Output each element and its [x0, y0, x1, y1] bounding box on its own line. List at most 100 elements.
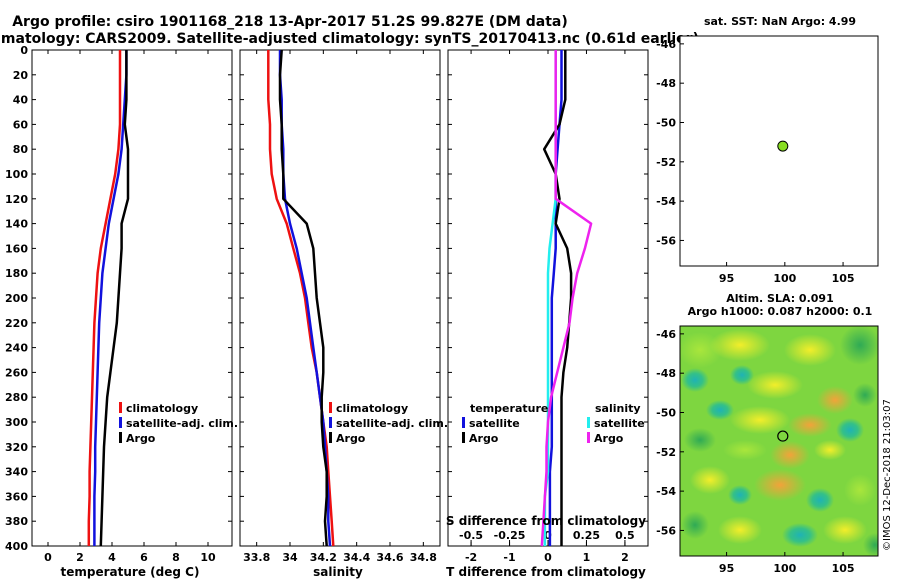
profile-line-satellite-adj-clim-: [93, 50, 128, 546]
x-tick-label: -1: [503, 551, 515, 564]
difference-legend: temperature satellite Argo salinity sate…: [462, 402, 645, 445]
legend-swatch-argo: [119, 432, 122, 443]
difference-x-axis: -2 -1 0 1 2 -0.5 -0.25 0 0.25 0.5: [459, 50, 635, 564]
map-x-tick-label: 95: [719, 272, 734, 285]
depth-tick-label: 0: [20, 44, 28, 57]
x-tick-label: 34: [282, 551, 298, 564]
argo-position-ring: [777, 430, 789, 442]
sla-map-frame: [679, 325, 879, 557]
legend-label-temperature-argo: Argo: [469, 432, 499, 445]
profile-line-argo: [99, 50, 130, 547]
depth-tick-label: 300: [5, 416, 28, 429]
legend-title-temperature: temperature: [470, 402, 548, 415]
map-y-tick-label: -46: [656, 38, 676, 51]
x-tick-label: 1: [583, 551, 591, 564]
depth-tick-label: 40: [13, 94, 29, 107]
legend-swatch-satellite: [119, 417, 122, 428]
legend-swatch-salinity-argo: [587, 432, 590, 443]
map-y-tick-label: -54: [656, 195, 676, 208]
s-diff-tick-label: -0.5: [459, 529, 483, 542]
map-y-tick-label: -52: [656, 156, 676, 169]
depth-tick-label: 340: [5, 466, 28, 479]
legend-label-satellite: satellite-adj. clim.: [126, 417, 238, 430]
depth-tick-label: 100: [5, 168, 28, 181]
legend-swatch-temperature-satellite: [462, 417, 465, 428]
depth-axis: 0 20 40 60 80 100 120 140 160 180 200 220 240 260 280 3…: [5, 44, 648, 553]
legend-label-climatology: climatology: [126, 402, 198, 415]
x-tick-label: 34.4: [343, 551, 370, 564]
depth-tick-label: 280: [5, 391, 28, 404]
legend-label-satellite: satellite-adj. clim.: [336, 417, 448, 430]
depth-tick-label: 20: [13, 69, 29, 82]
legend-swatch-temperature-argo: [462, 432, 465, 443]
salinity-legend: climatology satellite-adj. clim. Argo: [329, 402, 448, 445]
legend-swatch-satellite: [329, 417, 332, 428]
map-x-tick-label: 100: [773, 562, 796, 575]
depth-tick-label: 180: [5, 267, 28, 280]
figure-title-line1: Argo profile: csiro 1901168_218 13-Apr-2…: [12, 14, 568, 30]
map-x-tick-label: 95: [719, 562, 734, 575]
x-tick-label: 4: [108, 551, 116, 564]
depth-tick-label: 140: [5, 218, 28, 231]
imos-credit: ©IMOS 12-Dec-2018 21:03:07: [882, 399, 893, 551]
profile-line-temperature-argo: [542, 50, 573, 546]
salinity-x-label: salinity: [313, 565, 363, 579]
legend-label-salinity-satellite: satellite: [594, 417, 645, 430]
temperature-legend: climatology satellite-adj. clim. Argo: [119, 402, 238, 445]
x-tick-label: 6: [140, 551, 148, 564]
legend-swatch-climatology: [329, 402, 332, 413]
salinity-profiles: [267, 49, 335, 547]
map-y-tick-label: -50: [656, 406, 676, 419]
x-tick-label: 2: [621, 551, 629, 564]
legend-label-climatology: climatology: [336, 402, 408, 415]
legend-label-argo: Argo: [336, 432, 366, 445]
sla-heatmap: [680, 326, 878, 556]
temperature-x-axis: 0 2 4 6 8 10: [44, 50, 216, 564]
s-diff-tick-label: 0.5: [615, 529, 635, 542]
salinity-panel: 33.8 34 34.2 34.4 34.6 34.8 salinity climatol…: [239, 49, 448, 579]
depth-tick-label: 400: [5, 540, 28, 553]
s-diff-tick-label: 0: [544, 529, 552, 542]
t-difference-x-label: T difference from climatology: [446, 565, 646, 579]
legend-swatch-salinity-satellite: [587, 417, 590, 428]
x-tick-label: 0: [44, 551, 52, 564]
depth-tick-label: 260: [5, 366, 28, 379]
argo-position-marker: [777, 140, 789, 152]
x-tick-label: 34.2: [310, 551, 337, 564]
legend-swatch-climatology: [119, 402, 122, 413]
legend-label-argo: Argo: [126, 432, 156, 445]
depth-tick-label: 200: [5, 292, 28, 305]
temperature-x-label: temperature (deg C): [61, 565, 200, 579]
x-tick-label: 2: [76, 551, 84, 564]
map-y-tick-label: -54: [656, 485, 676, 498]
map-x-tick-label: 105: [832, 272, 855, 285]
temperature-plot-frame: [31, 49, 233, 547]
profile-line-temperature-satellite: [548, 50, 563, 546]
map-x-tick-label: 105: [832, 562, 855, 575]
sst-map-axes: 95 100 105 -46 -48 -50 -52 -54 -56: [656, 38, 854, 285]
sla-map-title-line2: Argo h1000: 0.087 h2000: 0.1: [688, 305, 873, 318]
depth-tick-label: 80: [13, 143, 29, 156]
s-diff-tick-label: 0.25: [573, 529, 600, 542]
map-y-tick-label: -46: [656, 328, 676, 341]
x-tick-label: 34.6: [376, 551, 403, 564]
sst-map-title: sat. SST: NaN Argo: 4.99: [704, 15, 856, 28]
depth-tick-label: 60: [13, 118, 29, 131]
x-tick-label: 8: [172, 551, 180, 564]
legend-label-salinity-argo: Argo: [594, 432, 624, 445]
legend-swatch-argo: [329, 432, 332, 443]
difference-panel: -2 -1 0 1 2 -0.5 -0.25 0 0.25 0.5 T difference fr…: [446, 49, 649, 579]
profile-line-climatology: [267, 50, 335, 547]
s-difference-x-label: S difference from climatology: [446, 514, 646, 528]
profile-line-salinity-argo: [540, 50, 593, 547]
s-diff-tick-label: -0.25: [494, 529, 526, 542]
depth-tick-label: 240: [5, 342, 28, 355]
x-tick-label: -2: [465, 551, 477, 564]
map-y-tick-label: -56: [656, 234, 676, 247]
temperature-profiles: [87, 50, 130, 547]
depth-tick-label: 380: [5, 515, 28, 528]
map-y-tick-label: -50: [656, 116, 676, 129]
sla-map-panel: Altim. SLA: 0.091 Argo h1000: 0.087 h200…: [656, 292, 893, 575]
temperature-panel: 0204060801001201401601802002202402602803…: [5, 44, 648, 579]
